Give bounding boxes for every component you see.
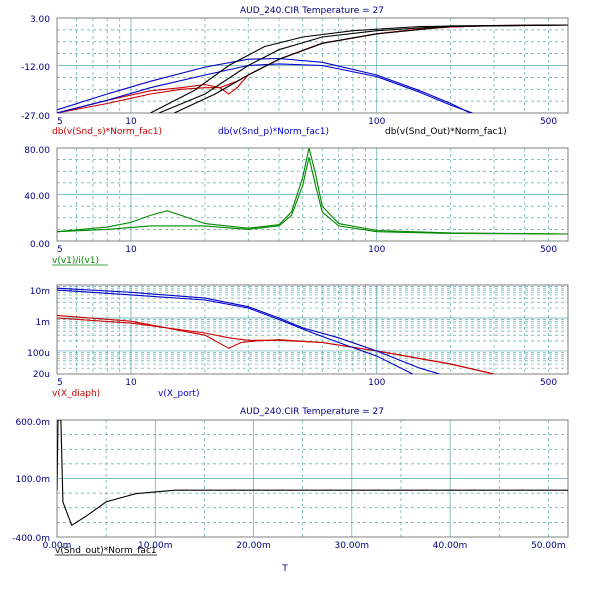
x-tick-label: 100 [368,378,385,388]
series-line-3-3 [57,287,440,374]
series-line-1-5 [158,24,568,113]
legend-entry: v(X_port) [158,389,199,399]
y-tick-label: 100u [27,349,50,359]
legend-entry: db(v(Snd_s)*Norm_fac1) [52,127,162,137]
x-tick-label: 500 [540,117,557,127]
chart-title: AUD_240.CIR Temperature = 27 [240,407,384,417]
y-tick-label: 10m [30,287,50,297]
x-tick-label: 20.00m [236,541,271,551]
legend-entry: v(Snd_out)*Norm_fac1 [55,546,157,556]
x-tick-label: 5 [57,245,63,255]
series-line-3-1 [57,314,495,374]
legend-entry: db(v(Snd_Out)*Norm_fac1) [385,127,507,137]
x-tick-label: 40.00m [433,541,468,551]
y-tick-label: 20u [33,370,50,380]
series-line-1-3 [57,57,471,113]
x-tick-label: 10.00m [138,541,173,551]
y-tick-label: 100.0m [15,475,50,485]
x-tick-label: 0.00m [43,541,72,551]
y-tick-label: 40.00 [24,192,50,202]
series-line-1-4 [57,63,473,113]
legend-entry: v(v1)/i(v1) [52,256,99,266]
series-line-3-2 [57,317,495,374]
series-line-1-1 [57,24,568,113]
x-tick-label: 5 [57,117,63,127]
y-tick-label: 3.00 [30,15,50,25]
x-tick-label: 10 [125,245,137,255]
series-line-2-2 [57,157,568,235]
x-tick-label: 10 [125,378,137,388]
series-line-1-2 [57,24,568,113]
y-tick-label: 80.00 [24,146,50,156]
series-line-1-6 [174,24,568,113]
plot-frame-3 [56,284,569,375]
series-line-2-1 [57,148,568,235]
y-tick-label: -12.00 [21,63,50,73]
x-tick-label: 100 [368,245,385,255]
x-tick-label: 5 [57,378,63,388]
y-tick-label: 0.00 [30,240,50,250]
x-axis-label: T [281,564,288,574]
chart-title: AUD_240.CIR Temperature = 27 [240,6,384,16]
x-tick-label: 50.00m [531,541,566,551]
x-tick-label: 500 [540,245,557,255]
y-tick-label: 600.0m [15,418,50,428]
series-line-1-7 [150,24,568,113]
y-tick-label: -27.00 [21,112,50,122]
legend-entry: v(X_diaph) [52,389,100,399]
y-tick-label: -400.0m [12,534,50,544]
series-line-3-4 [57,289,413,374]
x-tick-label: 500 [540,378,557,388]
x-tick-label: 10 [125,117,137,127]
legend-entry: db(v(Snd_p)*Norm_fac1) [218,127,329,137]
x-tick-label: 30.00m [335,541,370,551]
y-tick-label: 1m [36,318,51,328]
x-tick-label: 100 [368,117,385,127]
series-line-4-1 [57,420,568,527]
